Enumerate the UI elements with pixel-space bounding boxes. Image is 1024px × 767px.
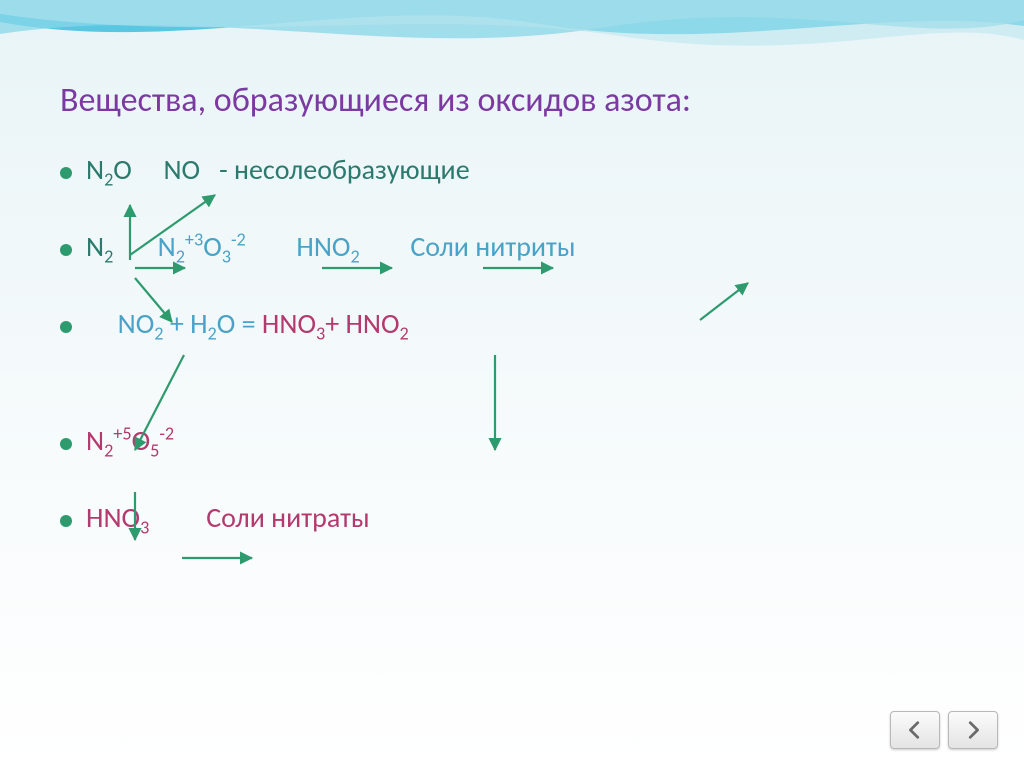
slide-title: Вещества, образующиеся из оксидов азота: [60, 80, 691, 121]
bullet-list: N2O NO - несолеобразующие N2 N2+3O3-2 HNO… [60, 150, 960, 575]
bullet-content: N2O NO - несолеобразующие [86, 150, 470, 193]
bullet-row: N2O NO - несолеобразующие [60, 150, 960, 193]
chevron-right-icon [962, 719, 984, 741]
next-slide-button[interactable] [948, 711, 998, 749]
bullet-content: N2 N2+3O3-2 HNO2 Соли нитриты [86, 227, 576, 270]
prev-slide-button[interactable] [890, 711, 940, 749]
decorative-wave [0, 0, 1024, 70]
bullet-content: HNO3 Соли нитраты [86, 498, 370, 541]
bullet-dot [60, 244, 72, 256]
bullet-content: N2+5O5-2 [86, 421, 174, 464]
bullet-row: N2 N2+3O3-2 HNO2 Соли нитриты [60, 227, 960, 270]
bullet-row: HNO3 Соли нитраты [60, 498, 960, 541]
bullet-dot [60, 438, 72, 450]
bullet-row: NO2 + H2O = HNO3+ HNO2 [60, 304, 960, 347]
bullet-dot [60, 321, 72, 333]
bullet-dot [60, 515, 72, 527]
chevron-left-icon [904, 719, 926, 741]
bullet-dot [60, 167, 72, 179]
bullet-row: N2+5O5-2 [60, 421, 960, 464]
bullet-content: NO2 + H2O = HNO3+ HNO2 [86, 304, 409, 347]
slide: Вещества, образующиеся из оксидов азота:… [0, 0, 1024, 767]
